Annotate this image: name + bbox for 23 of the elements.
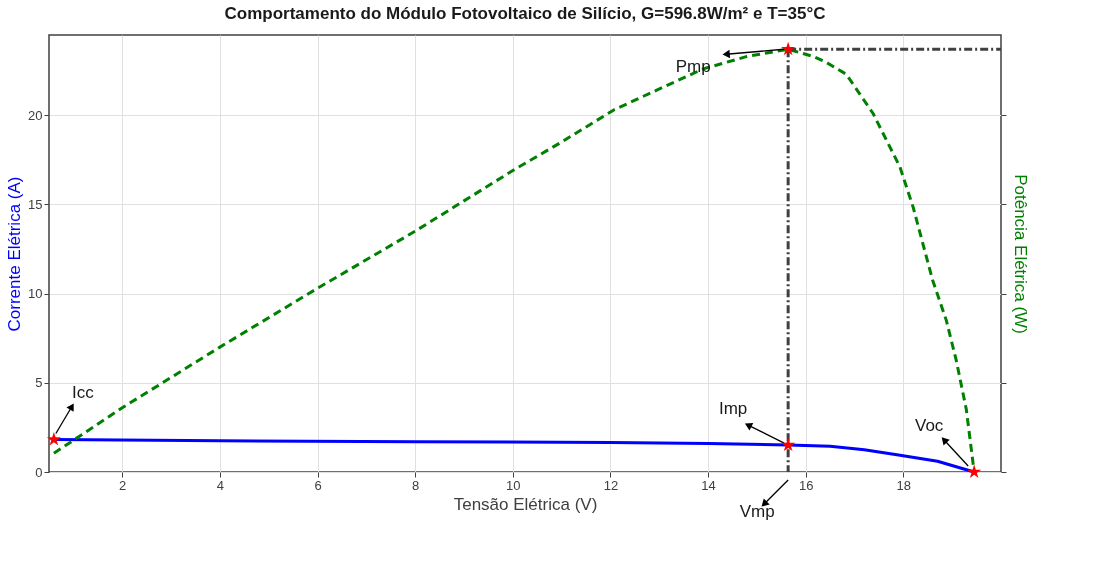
x-tick-label: 12 xyxy=(603,477,619,493)
y-tick-label: 5 xyxy=(35,375,43,391)
annotation: Pmp xyxy=(675,57,711,77)
x-tick-label: 14 xyxy=(701,477,716,493)
annotation: Imp xyxy=(718,399,748,419)
chart-title: Comportamento do Módulo Fotovoltaico de Silício, G=596.8W/m² e T=35°C xyxy=(224,4,826,23)
x-tick-label: 18 xyxy=(896,477,912,493)
annotation: Icc xyxy=(72,382,95,402)
y-tick-label: 0 xyxy=(35,464,43,480)
y-tick-label: 10 xyxy=(28,286,43,302)
x-tick-label: 10 xyxy=(506,477,521,493)
y-axis-title: Corrente Elétrica (A) xyxy=(5,176,25,332)
y2-axis-title: Potência Elétrica (W) xyxy=(1011,174,1030,334)
x-tick-label: 16 xyxy=(798,477,814,493)
x-axis-title: Tensão Elétrica (V) xyxy=(453,494,598,514)
y-tick-label: 15 xyxy=(28,196,43,212)
x-tick-label: 6 xyxy=(314,477,322,493)
annotation: Voc xyxy=(914,416,944,435)
x-tick-label: 4 xyxy=(216,477,224,493)
x-tick-label: 8 xyxy=(412,477,420,493)
y-tick-label: 20 xyxy=(28,107,43,123)
annotation: Vmp xyxy=(739,502,775,521)
x-tick-label: 2 xyxy=(119,477,127,493)
